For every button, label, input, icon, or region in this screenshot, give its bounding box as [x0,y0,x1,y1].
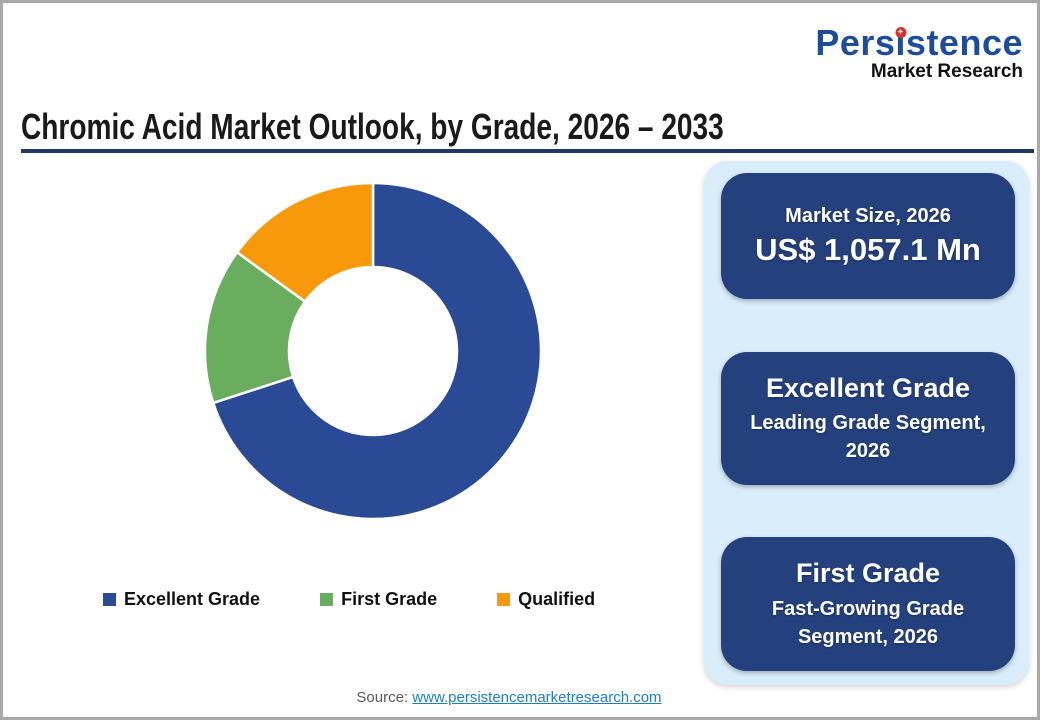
legend-swatch-icon [497,593,511,606]
brand-subtitle: Market Research [870,61,1023,82]
logo-star-dot-icon: ✦ [895,27,907,38]
brand-logo: Persı ✦ stence Market Research [815,22,1023,82]
card-subtitle: Fast-Growing Grade Segment, 2026 [771,597,965,648]
source-link[interactable]: www.persistencemarketresearch.com [412,689,662,706]
source-label: Source: [356,689,409,706]
donut-segment-qualified [235,181,375,303]
title-underline [21,149,1034,153]
brand-wordmark: Persı ✦ stence [815,22,1023,63]
chart-legend: Excellent Grade First Grade Qualified [103,589,595,610]
legend-swatch-icon [103,593,116,606]
legend-item-qualified: Qualified [497,589,595,610]
donut-segment-excellent-grade [211,181,543,521]
legend-label: First Grade [341,589,438,609]
legend-label: Qualified [518,589,596,609]
card-value: US$ 1,057.1 Mn [755,231,981,267]
legend-label: Excellent Grade [124,589,261,609]
page-title: Chromic Acid Market Outlook, by Grade, 2… [21,106,724,147]
card-title: Market Size, 2026 [785,204,951,227]
card-leading-segment: Excellent Grade Leading Grade Segment, 2… [721,352,1015,485]
donut-chart [203,181,543,521]
card-market-size: Market Size, 2026 US$ 1,057.1 Mn [721,173,1015,299]
card-subtitle: Leading Grade Segment, 2026 [750,412,986,463]
card-title: First Grade [795,558,941,589]
card-title: Excellent Grade [765,372,971,403]
source-line: Source: www.persistencemarketresearch.co… [356,689,661,706]
legend-swatch-icon [320,593,334,606]
card-fast-growing-segment: First Grade Fast-Growing Grade Segment, … [721,537,1015,671]
legend-item-first-grade: First Grade [320,589,437,610]
legend-item-excellent-grade: Excellent Grade [103,589,260,610]
